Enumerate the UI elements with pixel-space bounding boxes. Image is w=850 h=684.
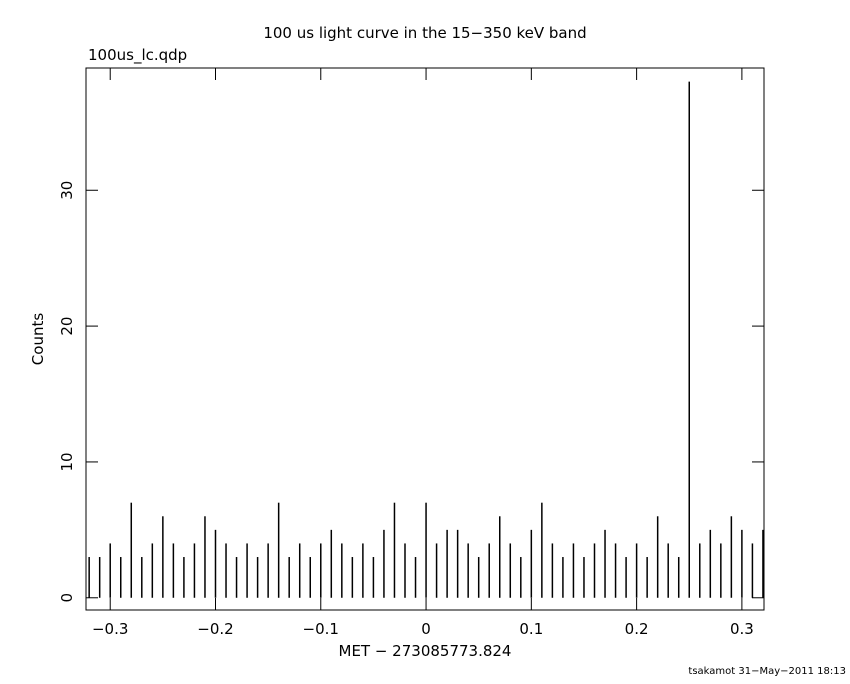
- footer: tsakamot 31−May−2011 18:13: [688, 666, 846, 677]
- x-tick-label: 0.2: [625, 620, 649, 638]
- y-tick-label: 0: [58, 593, 76, 603]
- plot-frame: [85, 67, 765, 611]
- x-tick-label: 0: [421, 620, 431, 638]
- x-tick-label: −0.1: [303, 620, 339, 638]
- y-tick-label: 30: [58, 181, 76, 200]
- y-axis-label: Counts: [29, 313, 47, 366]
- x-tick-label: −0.2: [197, 620, 233, 638]
- x-tick-label: 0.3: [730, 620, 754, 638]
- y-tick-label: 10: [58, 452, 76, 471]
- x-tick-label: 0.1: [519, 620, 543, 638]
- x-axis-label: MET − 273085773.824: [339, 642, 512, 660]
- x-tick-label: −0.3: [92, 620, 128, 638]
- chart-title: 100 us light curve in the 15−350 keV ban…: [263, 24, 586, 42]
- chart-subtitle: 100us_lc.qdp: [88, 46, 187, 65]
- y-tick-label: 20: [58, 317, 76, 336]
